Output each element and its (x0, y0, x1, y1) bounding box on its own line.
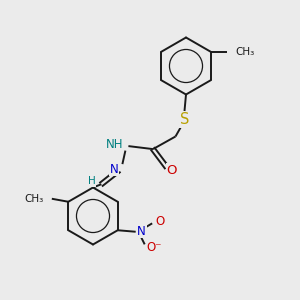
Text: N: N (137, 225, 146, 238)
Text: CH₃: CH₃ (236, 47, 255, 57)
Text: O⁻: O⁻ (146, 242, 162, 254)
Text: H: H (88, 176, 95, 186)
Text: S: S (180, 112, 189, 128)
Text: N: N (110, 163, 118, 176)
Text: NH: NH (106, 138, 123, 152)
Text: O: O (156, 215, 165, 228)
Text: CH₃: CH₃ (24, 194, 44, 204)
Text: O: O (167, 164, 177, 177)
